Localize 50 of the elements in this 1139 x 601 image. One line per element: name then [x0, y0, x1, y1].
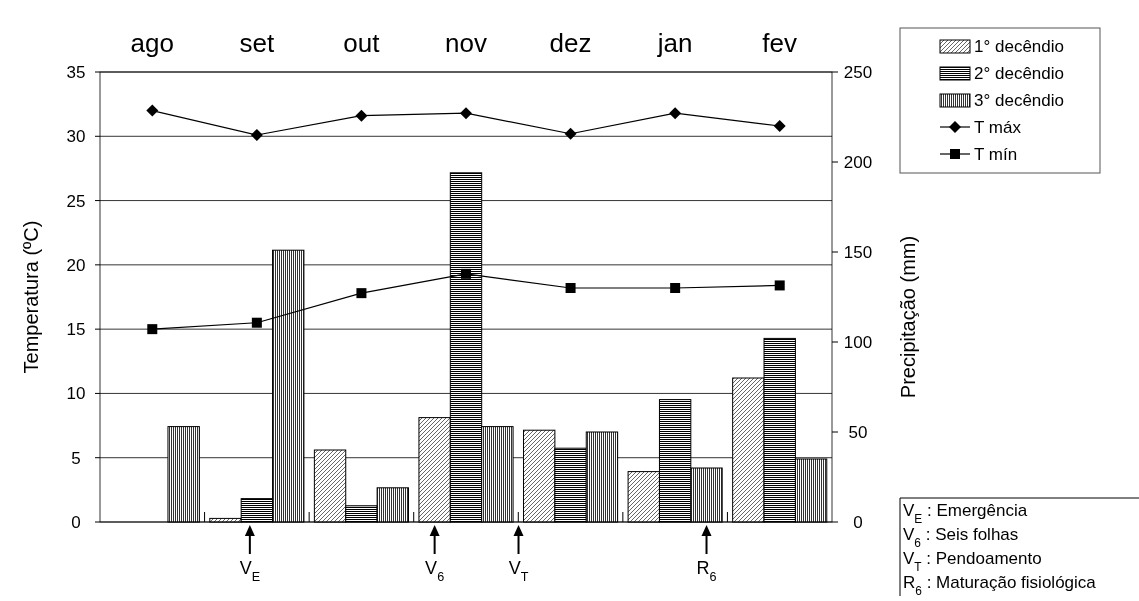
point — [774, 280, 785, 291]
point — [356, 288, 367, 299]
y2-tick-label: 100 — [843, 332, 873, 352]
y2-tick-label: 50 — [848, 422, 868, 442]
x-tick-label: out — [343, 28, 381, 58]
y2-tick-label: 200 — [843, 152, 873, 172]
point — [251, 317, 262, 328]
y2-tick-label: 150 — [843, 242, 873, 262]
x-tick-label: ago — [130, 28, 174, 58]
text: V$_{E}$ : Emergência — [903, 501, 1028, 526]
point — [250, 129, 263, 141]
point — [564, 127, 577, 140]
text: V$_{6}$ — [425, 558, 445, 584]
text: V$_{T}$ — [508, 558, 529, 584]
y-tick-label: 25 — [66, 191, 86, 211]
text: R$_{6}$ : Maturação fisiológica — [903, 573, 1097, 598]
legend-label: 2° decêndio — [974, 63, 1064, 83]
y-tick-label: 20 — [66, 255, 86, 275]
y2-axis-title: Precipitação (mm) — [897, 235, 919, 399]
point — [669, 107, 682, 120]
point — [147, 324, 158, 335]
point — [773, 120, 786, 132]
point — [355, 109, 368, 122]
x-tick-label: nov — [445, 28, 487, 58]
y2-tick-label: 250 — [843, 62, 873, 82]
x-tick-label: fev — [762, 28, 798, 58]
x-tick-label: jan — [656, 28, 693, 58]
y2-tick-label: 0 — [853, 512, 863, 532]
point — [460, 107, 472, 120]
y-tick-label: 10 — [66, 384, 86, 404]
y-tick-label: 15 — [66, 320, 86, 340]
text: V$_{E}$ — [239, 558, 261, 584]
legend-label: T mín — [974, 144, 1018, 164]
y-tick-label: 35 — [66, 62, 86, 82]
legend-label: T máx — [974, 117, 1022, 137]
point — [146, 104, 159, 117]
text: V$_{6}$ : Seis folhas — [903, 525, 1019, 550]
text: V$_{T}$ : Pendoamento — [903, 549, 1042, 574]
x-tick-label: dez — [549, 28, 592, 58]
y-tick-label: 30 — [66, 127, 86, 147]
x-tick-label: set — [239, 28, 275, 58]
point — [461, 268, 471, 279]
point — [565, 283, 576, 293]
legend-label: 3° decêndio — [974, 90, 1064, 110]
y-tick-label: 0 — [71, 512, 81, 532]
y-axis-title: Temperatura (ºC) — [20, 220, 42, 374]
y-tick-label: 5 — [71, 448, 81, 468]
legend-label: 1° decêndio — [974, 36, 1064, 56]
point — [670, 283, 681, 293]
text: R$_{6}$ — [696, 558, 717, 584]
